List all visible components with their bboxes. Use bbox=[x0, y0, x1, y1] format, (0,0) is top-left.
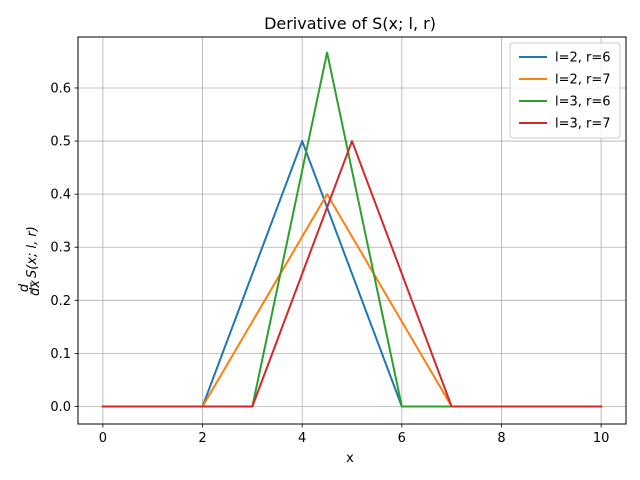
legend-label-1: l=2, r=6 bbox=[555, 51, 611, 66]
y-tick-label: 0.1 bbox=[50, 347, 71, 362]
legend: l=2, r=6 l=2, r=7 l=3, r=6 l=3, r=7 bbox=[509, 42, 621, 139]
x-tick-label: 8 bbox=[497, 431, 505, 446]
series-line-4 bbox=[101, 140, 603, 408]
legend-label-4: l=3, r=7 bbox=[555, 117, 611, 132]
x-tick-label: 10 bbox=[593, 431, 610, 446]
legend-label-3: l=3, r=6 bbox=[555, 95, 611, 110]
y-axis-label-body: S(x; l, r) bbox=[25, 226, 40, 278]
ticks: 0 2 4 6 8 10 0.0 0.1 0.2 0.3 0.4 0.5 0.6 bbox=[50, 81, 609, 446]
x-tick-label: 2 bbox=[198, 431, 206, 446]
y-tick-label: 0.0 bbox=[50, 400, 71, 415]
legend-label-2: l=2, r=7 bbox=[555, 73, 611, 88]
x-tick-label: 0 bbox=[99, 431, 107, 446]
grid bbox=[78, 37, 626, 424]
y-tick-label: 0.5 bbox=[50, 135, 71, 150]
y-tick-label: 0.3 bbox=[50, 241, 71, 256]
x-axis-label: x bbox=[346, 451, 354, 466]
y-axis-label: d dx S(x; l, r) bbox=[17, 226, 43, 296]
y-axis-label-dx: dx bbox=[28, 280, 43, 296]
y-tick-label: 0.6 bbox=[50, 81, 71, 96]
plot-frame bbox=[77, 36, 627, 425]
y-tick-label: 0.2 bbox=[50, 294, 71, 309]
chart-title: Derivative of S(x; l, r) bbox=[264, 14, 436, 33]
y-tick-label: 0.4 bbox=[50, 188, 71, 203]
series-lines bbox=[101, 51, 603, 408]
legend-box bbox=[509, 42, 621, 139]
x-tick-label: 6 bbox=[398, 431, 406, 446]
x-tick-label: 4 bbox=[298, 431, 306, 446]
y-axis-label-d: d bbox=[17, 283, 32, 292]
